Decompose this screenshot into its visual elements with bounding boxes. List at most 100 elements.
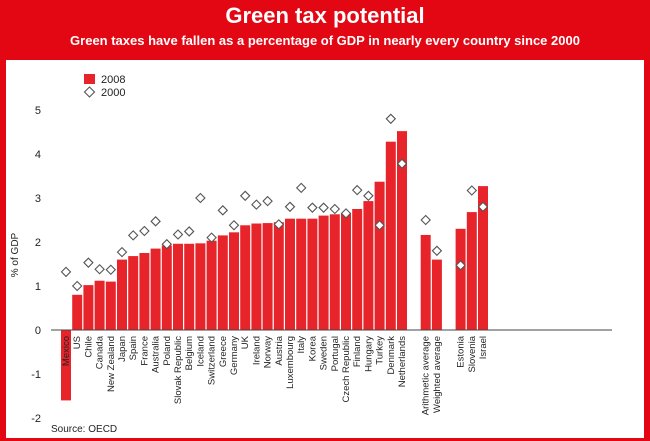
marker-2000-portugal (329, 203, 341, 215)
x-tick-label: Iceland (195, 336, 206, 367)
y-tick-label: 2 (35, 237, 41, 249)
marker-2000-france (139, 225, 150, 237)
x-tick-label: Estonia (456, 335, 467, 367)
bar-2008-switzerland (206, 240, 217, 330)
bar-2008-iceland (195, 243, 206, 330)
bar-2008-germany (229, 232, 239, 330)
bar-2008-portugal (329, 214, 340, 330)
y-tick-label: 4 (35, 149, 41, 161)
marker-2000-turkey (374, 220, 385, 231)
marker-2000-new-zealand (105, 264, 117, 275)
bar-2008-japan (117, 259, 127, 330)
bar-2008-arithmetic-average (420, 234, 431, 330)
x-tick-label: Canada (95, 335, 106, 369)
bar-2008-israel (478, 186, 488, 330)
x-tick-label: Slovenia (467, 335, 478, 372)
marker-2000-sweden (318, 202, 329, 213)
x-tick-label: Portugal (330, 336, 341, 371)
x-tick-label: Switzerland (207, 336, 218, 385)
x-tick-label: Greece (218, 336, 229, 367)
bar-2008-luxembourg (285, 218, 295, 330)
x-tick-label: Hungary (363, 336, 374, 372)
bar-2008-mexico (61, 330, 71, 401)
legend-swatch-2000 (83, 86, 96, 98)
bar-2008-norway (262, 223, 273, 330)
bar-2008-czech-republic (341, 212, 351, 330)
x-tick-label: Israel (478, 336, 489, 359)
marker-2000-weighted-average (431, 245, 443, 257)
bar-2008-uk (240, 225, 251, 330)
bar-2008-us (72, 294, 83, 330)
y-tick-label: 3 (35, 193, 41, 205)
marker-2000-slovak-republic (172, 229, 184, 240)
legend-label-2000: 2000 (101, 87, 125, 99)
marker-2000-greece (217, 205, 229, 216)
bar-2008-canada (94, 280, 105, 330)
bar-2008-italy (296, 218, 307, 330)
bar-2008-slovak-republic (173, 243, 183, 330)
x-tick-label: Korea (307, 335, 318, 361)
bar-2008-greece (217, 235, 228, 330)
marker-2000-slovenia (466, 185, 478, 196)
legend-swatch-2008 (84, 74, 95, 84)
y-tick-label: 0 (35, 325, 41, 337)
x-tick-label: Australia (151, 335, 162, 373)
marker-2000-israel (477, 201, 489, 213)
marker-2000-ireland (251, 199, 262, 210)
bar-2008-australia (150, 248, 161, 330)
x-tick-label: Turkey (375, 336, 386, 365)
x-tick-label: France (139, 336, 150, 366)
marker-2000-luxembourg (284, 201, 296, 213)
bar-2008-spain (128, 256, 139, 330)
bars-2008 (61, 131, 488, 401)
x-tick-label: Finland (352, 336, 363, 367)
marker-2000-estonia (455, 260, 466, 271)
bar-2008-turkey (374, 181, 385, 330)
chart-title: Green tax potential (225, 3, 425, 28)
marker-2000-norway (262, 195, 273, 207)
marker-2000-austria (273, 219, 285, 230)
x-tick-label: Italy (296, 336, 307, 354)
y-tick-label: 5 (35, 105, 41, 117)
bar-2008-korea (307, 218, 318, 330)
marker-2000-germany (228, 220, 240, 231)
x-tick-label: Mexico (61, 336, 72, 366)
chart-subtitle: Green taxes have fallen as a percentage … (70, 33, 580, 48)
x-tick-label: Chile (83, 336, 94, 358)
x-tick-label: UK (240, 335, 251, 349)
marker-2000-belgium (183, 226, 195, 237)
x-tick-label: Spain (128, 336, 139, 360)
x-tick-label: Denmark (386, 336, 397, 375)
y-axis-ticks: -2 -1 0 1 2 3 4 5 (31, 105, 41, 425)
bar-2008-ireland (251, 223, 262, 330)
bar-2008-belgium (184, 243, 195, 330)
marker-2000-denmark (385, 113, 397, 125)
bar-2008-sweden (318, 215, 329, 330)
marker-2000-us (71, 280, 83, 292)
x-tick-label: Japan (117, 336, 128, 362)
marker-2000-mexico (60, 266, 72, 278)
bar-2008-weighted-average (431, 259, 442, 330)
bar-2008-chile (83, 285, 94, 330)
marker-2000-canada (94, 264, 105, 275)
bar-2008-estonia (455, 228, 466, 330)
x-tick-label: Netherlands (397, 336, 408, 387)
bar-chart: -2 -1 0 1 2 3 4 5 Mexico US Chile Canada New Zealan… (10, 74, 612, 435)
x-tick-label: Czech Republic (341, 336, 352, 403)
marker-2000-japan (116, 246, 128, 258)
marker-2000-korea (307, 202, 318, 213)
marker-2000-arithmetic-average (420, 214, 431, 226)
marker-2000-czech-republic (340, 208, 352, 219)
x-tick-label: Poland (162, 336, 173, 366)
chart-panel: -2 -1 0 1 2 3 4 5 Mexico US Chile Canada New Zealan… (6, 60, 644, 438)
x-tick-label: Luxembourg (285, 336, 296, 389)
x-tick-label: Weighted average (432, 336, 443, 413)
bar-2008-netherlands (397, 131, 407, 330)
y-tick-label: 1 (35, 281, 41, 293)
source-note: Source: OECD (51, 424, 117, 435)
bar-2008-slovenia (466, 212, 477, 330)
x-tick-label: Norway (263, 336, 274, 368)
x-tick-label: Belgium (184, 336, 195, 370)
